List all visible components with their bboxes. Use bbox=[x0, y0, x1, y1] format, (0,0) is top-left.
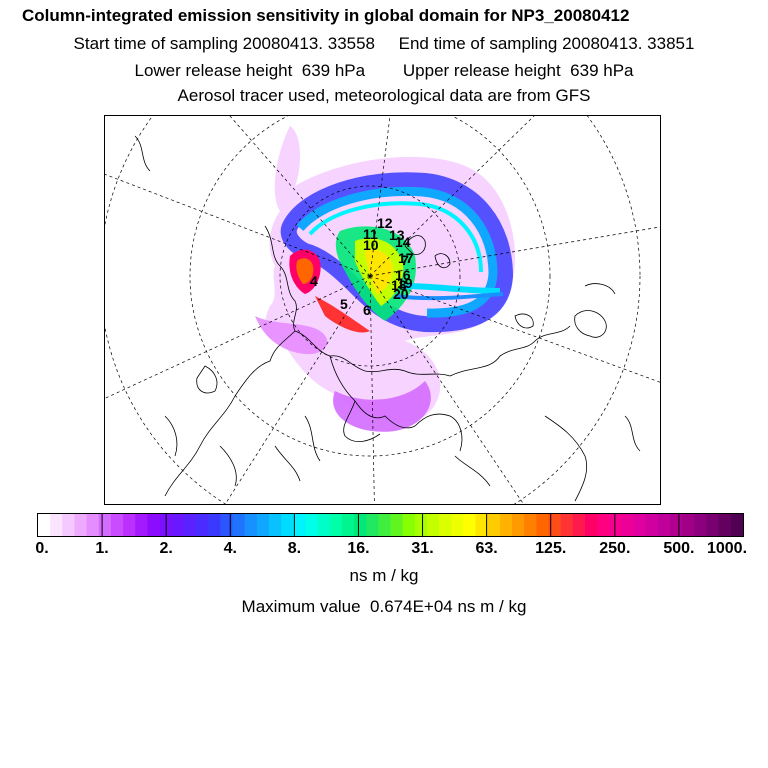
colorbar-swatch bbox=[378, 514, 391, 536]
colorbar-swatch bbox=[414, 514, 428, 536]
colorbar-swatch bbox=[256, 514, 270, 536]
colorbar-swatch bbox=[196, 514, 209, 536]
colorbar-swatch bbox=[706, 514, 720, 536]
colorbar-swatch bbox=[536, 514, 550, 536]
colorbar-swatch bbox=[86, 514, 100, 536]
colorbar-swatch bbox=[487, 514, 501, 536]
colorbar-swatch bbox=[98, 514, 112, 536]
colorbar-swatch bbox=[208, 514, 221, 536]
colorbar-tick-label: 0. bbox=[35, 540, 49, 557]
colorbar-swatch bbox=[670, 514, 683, 536]
colorbar-swatch bbox=[426, 514, 440, 536]
trajectory-label: 18 bbox=[391, 277, 407, 293]
colorbar-swatch bbox=[597, 514, 610, 536]
colorbar-swatch bbox=[123, 514, 136, 536]
colorbar-tick-label: 16. bbox=[347, 540, 370, 557]
colorbar-swatch bbox=[341, 514, 355, 536]
colorbar-swatch bbox=[305, 514, 319, 536]
colorbar-swatch bbox=[74, 514, 88, 536]
colorbar-tick-label: 500. bbox=[663, 540, 695, 557]
colorbar-tick-label: 63. bbox=[475, 540, 498, 557]
map-panel: 4 5 6 7 10 11 12 13 14 16 17 18 19 20 bbox=[104, 115, 661, 505]
trajectory-label: 7 bbox=[401, 252, 409, 268]
colorbar-swatch bbox=[293, 514, 306, 536]
colorbar-swatch bbox=[524, 514, 537, 536]
colorbar-swatch bbox=[281, 514, 294, 536]
trajectory-label: 10 bbox=[363, 237, 379, 253]
colorbar-swatch bbox=[657, 514, 671, 536]
colorbar-swatch bbox=[475, 514, 489, 536]
colorbar-tick-label: 250. bbox=[599, 540, 631, 557]
colorbar-swatch bbox=[50, 514, 63, 536]
colorbar-swatch bbox=[694, 514, 708, 536]
trajectory-label: 20 bbox=[393, 286, 409, 302]
sampling-time-line: Start time of sampling 20080413. 33558 E… bbox=[73, 34, 695, 53]
colorbar-swatch bbox=[354, 514, 367, 536]
colorbar-swatch bbox=[390, 514, 404, 536]
colorbar-swatch bbox=[645, 514, 659, 536]
colorbar-tick-label: 125. bbox=[535, 540, 567, 557]
trajectory-label: 14 bbox=[395, 234, 411, 250]
release-height-line: Lower release height 639 hPa Upper relea… bbox=[134, 61, 634, 80]
colorbar-swatch bbox=[183, 514, 197, 536]
colorbar-swatch bbox=[730, 514, 743, 536]
colorbar-swatch bbox=[682, 514, 695, 536]
trajectory-label: 17 bbox=[398, 250, 414, 266]
colorbar-swatch bbox=[633, 514, 647, 536]
colorbar-swatch bbox=[609, 514, 622, 536]
colorbar-swatch bbox=[366, 514, 379, 536]
trajectory-labels: 4 5 6 7 10 11 12 13 14 16 17 18 19 20 bbox=[310, 215, 414, 318]
colorbar-swatch bbox=[463, 514, 477, 536]
colorbar-swatch bbox=[329, 514, 343, 536]
emission-sensitivity-field bbox=[255, 126, 515, 432]
colorbar-swatch bbox=[451, 514, 464, 536]
polar-map: 4 5 6 7 10 11 12 13 14 16 17 18 19 20 bbox=[105, 116, 660, 504]
colorbar-swatch bbox=[62, 514, 75, 536]
trajectory-label: 19 bbox=[397, 275, 413, 291]
colorbar-swatch bbox=[147, 514, 161, 536]
colorbar-swatch bbox=[268, 514, 282, 536]
colorbar-swatch bbox=[499, 514, 513, 536]
colorbar-swatch bbox=[110, 514, 124, 536]
colorbar-swatch bbox=[220, 514, 233, 536]
colorbar-swatch bbox=[548, 514, 562, 536]
trajectory-label: 6 bbox=[363, 302, 371, 318]
colorbar-tick-label: 2. bbox=[159, 540, 173, 557]
colorbar-tick-label: 1. bbox=[95, 540, 109, 557]
colorbar-swatch bbox=[512, 514, 525, 536]
coastlines bbox=[134, 135, 641, 502]
colorbar-swatch bbox=[572, 514, 586, 536]
colorbar-swatch bbox=[232, 514, 246, 536]
trajectory-label: 11 bbox=[363, 226, 378, 242]
trajectory-label: 13 bbox=[389, 227, 405, 243]
trajectory-label: 4 bbox=[310, 273, 318, 289]
colorbar-swatch bbox=[317, 514, 331, 536]
colorbar-swatch bbox=[621, 514, 635, 536]
colorbar-tick-label: 1000. bbox=[706, 540, 748, 557]
colorbar-swatch bbox=[402, 514, 416, 536]
colorbar-swatch bbox=[584, 514, 598, 536]
colorbar-tick-label: 31. bbox=[411, 540, 434, 557]
maximum-value-label: Maximum value 0.674E+04 ns m / kg bbox=[241, 597, 527, 616]
colorbar-tick-label: 8. bbox=[287, 540, 302, 557]
trajectory-label: 16 bbox=[395, 267, 411, 283]
graticule bbox=[105, 116, 660, 504]
colorbar-swatch bbox=[135, 514, 148, 536]
colorbar-swatch bbox=[560, 514, 574, 536]
colorbar-tick-label: 4. bbox=[223, 540, 237, 557]
colorbar-swatch bbox=[171, 514, 185, 536]
colorbar-swatch bbox=[439, 514, 452, 536]
colorbar bbox=[37, 513, 744, 537]
map-title: Column-integrated emission sensitivity i… bbox=[22, 6, 630, 25]
colorbar-swatch bbox=[38, 514, 51, 536]
colorbar-swatches bbox=[38, 514, 743, 536]
trajectory-label: 12 bbox=[377, 215, 393, 231]
colorbar-unit: ns m / kg bbox=[349, 566, 419, 585]
colorbar-swatch bbox=[244, 514, 258, 536]
colorbar-swatch bbox=[718, 514, 732, 536]
tracer-info-line: Aerosol tracer used, meteorological data… bbox=[177, 86, 591, 105]
trajectory-label: 5 bbox=[340, 296, 348, 312]
